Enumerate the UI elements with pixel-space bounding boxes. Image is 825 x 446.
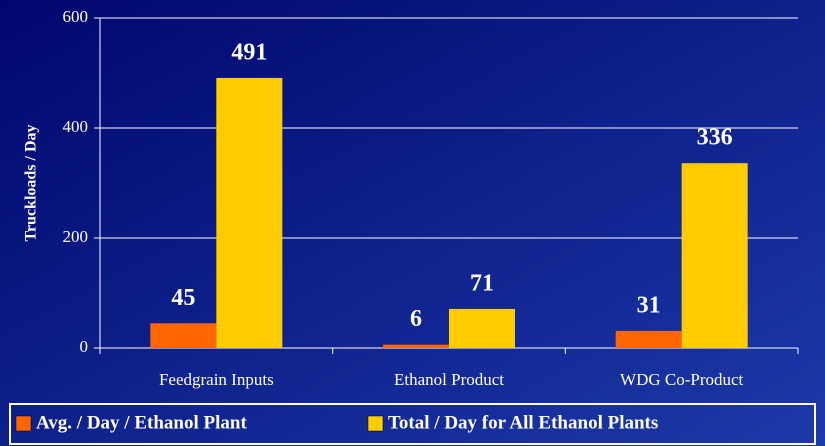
data-label: 6 bbox=[410, 306, 422, 332]
data-label: 491 bbox=[231, 39, 267, 65]
bar bbox=[615, 330, 682, 348]
data-label: 45 bbox=[171, 285, 195, 311]
y-tick-label: 400 bbox=[63, 117, 89, 136]
legend-swatch bbox=[367, 415, 384, 432]
x-tick-label: Ethanol Product bbox=[394, 370, 504, 389]
legend-label: Total / Day for All Ethanol Plants bbox=[388, 412, 658, 433]
legend-label: Avg. / Day / Ethanol Plant bbox=[36, 412, 247, 433]
bar bbox=[449, 308, 515, 348]
legend-box bbox=[9, 403, 816, 445]
bar bbox=[150, 323, 217, 348]
bar bbox=[383, 344, 449, 348]
x-tick-label: Feedgrain Inputs bbox=[159, 370, 274, 389]
data-label: 336 bbox=[697, 125, 733, 151]
data-label: 31 bbox=[637, 292, 661, 318]
bar bbox=[681, 163, 748, 348]
y-tick-label: 600 bbox=[63, 7, 89, 26]
legend-swatch bbox=[15, 415, 32, 432]
y-tick-label: 0 bbox=[80, 337, 89, 356]
data-label: 71 bbox=[470, 270, 494, 296]
y-axis-label: Truckloads / Day bbox=[23, 124, 40, 241]
bar bbox=[216, 77, 283, 348]
y-tick-label: 200 bbox=[63, 227, 89, 246]
x-tick-label: WDG Co-Product bbox=[620, 370, 744, 389]
